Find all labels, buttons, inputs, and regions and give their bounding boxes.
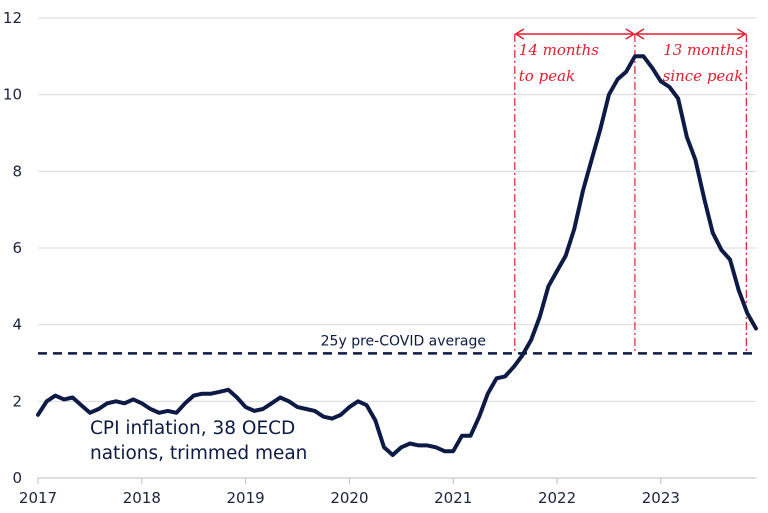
y-tick-label: 2 — [12, 392, 22, 410]
annotation-text-line-1: 13 months — [663, 41, 743, 59]
x-tick-label: 2023 — [642, 489, 680, 507]
y-tick-label: 0 — [12, 469, 22, 487]
x-tick-label: 2019 — [227, 489, 265, 507]
y-axis-ticks: 0 2 4 6 8 10 12 — [3, 9, 22, 487]
annotation-layer: 14 months to peak 13 months since peak — [514, 28, 747, 354]
x-tick-label: 2017 — [19, 489, 57, 507]
grid-lines — [38, 17, 756, 479]
y-tick-label: 6 — [12, 239, 22, 257]
x-tick-label: 2021 — [434, 489, 472, 507]
y-tick-label: 8 — [12, 162, 22, 180]
y-tick-label: 4 — [12, 316, 22, 334]
arrow-right-icon — [625, 28, 636, 40]
x-tick-label: 2018 — [123, 489, 161, 507]
arrow-right-icon — [736, 28, 747, 40]
arrow-left-icon — [514, 28, 525, 40]
series-label-line-1: CPI inflation, 38 OECD — [90, 418, 295, 439]
x-tick-label: 2022 — [538, 489, 576, 507]
y-tick-label: 10 — [3, 86, 22, 104]
series-label-line-2: nations, trimmed mean — [90, 443, 307, 464]
series-line-cpi-inflation — [36, 54, 758, 457]
x-axis-ticks: 2017 2018 2019 2020 2021 2022 2023 — [19, 478, 680, 507]
y-tick-label: 12 — [3, 9, 22, 27]
pre-covid-average-label: 25y pre-COVID average — [321, 333, 486, 349]
x-tick-label: 2020 — [330, 489, 368, 507]
annotation-text-line-2: to peak — [519, 67, 575, 85]
arrow-left-icon — [634, 28, 645, 40]
annotation-text-line-2: since peak — [663, 67, 744, 85]
annotation-text-line-1: 14 months — [519, 41, 599, 59]
